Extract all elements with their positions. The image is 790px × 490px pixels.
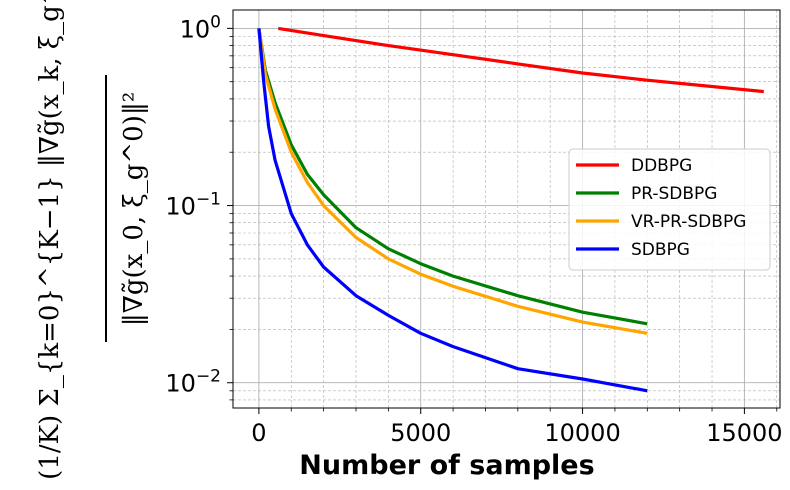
legend: DDBPG PR-SDBPG VR-PR-SDBPG SDBPG: [568, 148, 771, 271]
y-tick-label: 10−1: [165, 190, 221, 221]
series-layer: [257, 26, 764, 393]
x-tick-label: 10000: [544, 419, 620, 447]
plot-frame: [232, 9, 781, 409]
y-axis-label-denominator: ‖∇g̃(x_0, ξ_g^0)‖²: [119, 92, 149, 327]
axis-ticks: 0 5000 10000 15000 10−2 10−1 100: [165, 12, 782, 447]
x-axis-label: Number of samples: [299, 450, 594, 481]
series-line-vr-pr-sdbpg: [257, 28, 648, 335]
x-tick-label: 15000: [706, 419, 782, 447]
legend-label-sdbpg: SDBPG: [631, 240, 690, 260]
series-line-pr-sdbpg: [257, 28, 648, 326]
y-tick-label: 10−2: [165, 367, 221, 398]
y-tick-label: 100: [180, 12, 221, 43]
legend-label-pr-sdbpg: PR-SDBPG: [631, 184, 717, 204]
y-axis-label-numerator: (1/K) Σ_{k=0}^{K−1} ‖∇g̃(x_k, ξ_g^k)‖²: [35, 0, 65, 480]
legend-frame: [568, 148, 771, 271]
series-line-sdbpg: [257, 28, 648, 393]
x-tick-label: 0: [251, 419, 266, 447]
legend-label-vr-pr-sdbpg: VR-PR-SDBPG: [631, 212, 746, 232]
y-axis-label: (1/K) Σ_{k=0}^{K−1} ‖∇g̃(x_k, ξ_g^k)‖² ‖…: [35, 0, 149, 480]
x-tick-label: 5000: [390, 419, 451, 447]
series-line-ddbpg: [278, 26, 764, 94]
legend-label-ddbpg: DDBPG: [631, 156, 692, 176]
